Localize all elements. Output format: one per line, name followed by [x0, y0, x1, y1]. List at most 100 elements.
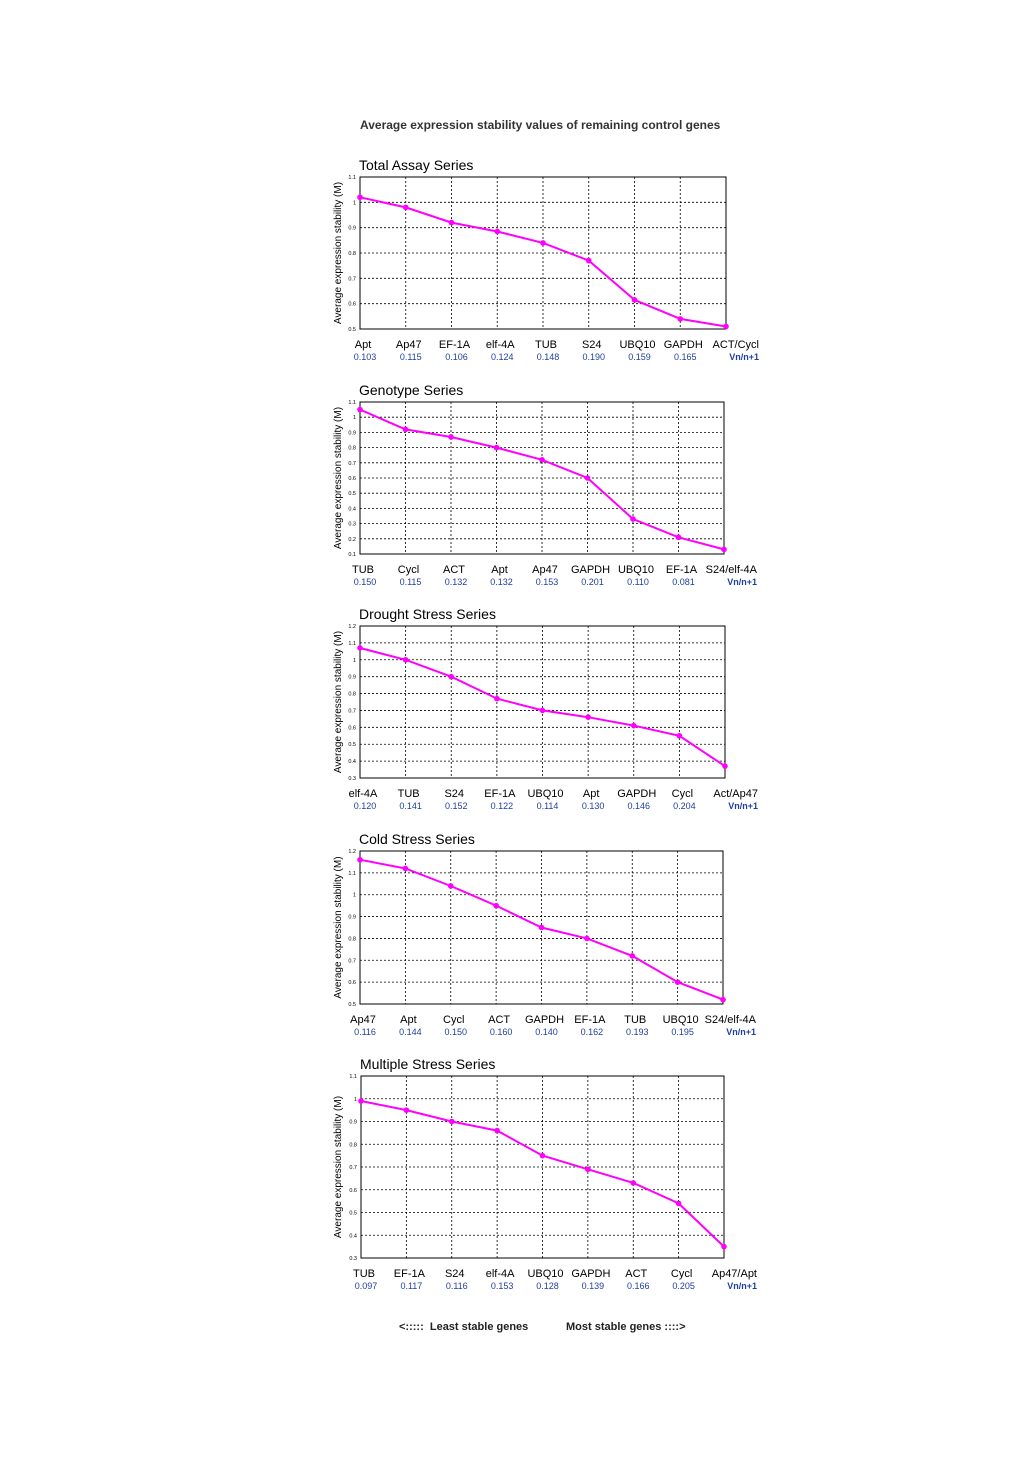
chart-3-vn-value: 0.141 — [399, 801, 422, 811]
chart-5-vn-value: 0.166 — [627, 1281, 650, 1291]
chart-5-data-point — [403, 1107, 410, 1113]
chart-4-x-tick-label: Apt — [400, 1014, 417, 1026]
chart-3-y-tick-label: 0.5 — [348, 742, 356, 748]
chart-4-data-point — [538, 924, 545, 931]
chart-1-data-point — [494, 228, 501, 235]
chart-1-y-tick-label: 0.8 — [348, 251, 356, 257]
chart-3-y-tick-label: 0.3 — [348, 776, 356, 782]
chart-2-data-point — [448, 434, 454, 440]
chart-5-x-tick-label: EF-1A — [394, 1268, 426, 1280]
chart-3-data-point — [402, 656, 409, 663]
chart-4-y-tick-label: 0.6 — [348, 980, 356, 986]
chart-5-y-tick-label: 1.1 — [349, 1074, 357, 1080]
chart-2-vn-value: 0.132 — [490, 577, 513, 587]
chart-4-x-tick-label: Cycl — [443, 1014, 464, 1026]
chart-4-x-tick-label: UBQ10 — [663, 1014, 699, 1026]
chart-1-x-tick-label: S24 — [582, 339, 602, 351]
chart-2-data-point — [721, 546, 727, 553]
chart-4-data-point — [629, 953, 636, 959]
chart-5-vn-value: 0.128 — [536, 1281, 559, 1291]
chart-1-data-point — [677, 316, 684, 322]
chart-3-y-tick-label: 0.6 — [348, 725, 356, 731]
chart-3-x-tick-label: GAPDH — [617, 788, 656, 800]
chart-4-plot-frame — [359, 850, 724, 1005]
chart-5-x-tick-label: S24 — [445, 1268, 465, 1280]
chart-4-x-tick-label: TUB — [624, 1014, 646, 1026]
chart-2-vn-value: 0.132 — [445, 577, 468, 587]
chart-1-data-point — [723, 323, 729, 330]
chart-3-title: Drought Stress Series — [359, 606, 496, 622]
chart-2-y-tick-label: 1.1 — [348, 400, 356, 406]
chart-1-vn-value: 0.103 — [354, 352, 377, 362]
chart-5-data-point — [675, 1200, 682, 1207]
chart-2-y-tick-label: 0.4 — [348, 506, 356, 512]
chart-3-vn-value: 0.146 — [627, 801, 650, 811]
chart-2-vn-value: 0.153 — [536, 577, 559, 587]
chart-3-vn-value: 0.130 — [582, 801, 605, 811]
chart-3-data-point — [722, 763, 728, 769]
chart-2-x-tick-label: Apt — [491, 564, 508, 576]
chart-5-data-point — [585, 1166, 591, 1173]
chart-3-data-point — [357, 645, 363, 651]
chart-3-x-tick-label: Apt — [583, 788, 600, 800]
chart-3-y-tick-label: 0.9 — [348, 675, 356, 681]
chart-2-y-tick-label: 0.9 — [348, 430, 356, 436]
chart-5-x-tick-label: UBQ10 — [527, 1268, 563, 1280]
chart-1-plot-frame — [359, 176, 727, 330]
chart-2-y-tick-label: 0.7 — [348, 461, 356, 467]
chart-5-x-tick-label: Cycl — [671, 1268, 692, 1280]
chart-1-vn-value: 0.115 — [400, 352, 422, 362]
chart-1-data-point — [585, 257, 592, 264]
chart-4-data-point — [720, 996, 726, 1003]
chart-1-x-tick-label: elf-4A — [486, 339, 515, 351]
chart-5-data-point — [358, 1098, 364, 1104]
chart-1-vn-value: 0.106 — [445, 352, 468, 362]
chart-2-y-tick-label: 0.3 — [348, 522, 356, 528]
chart-5-data-point — [448, 1118, 455, 1125]
chart-3-x-tick-label: EF-1A — [484, 788, 516, 800]
chart-3-vn-label: Vn/n+1 — [728, 801, 758, 811]
chart-3-y-axis-label: Average expression stability (M) — [333, 631, 344, 773]
chart-2-x-tick-label: ACT — [443, 564, 465, 576]
chart-1-y-tick-label: 0.6 — [348, 302, 356, 308]
chart-5-y-tick-label: 0.8 — [349, 1142, 357, 1148]
chart-1-y-tick-label: 0.9 — [348, 226, 356, 232]
chart-2-x-tick-label: S24/elf-4A — [706, 564, 758, 576]
chart-2-data-point — [357, 406, 363, 413]
chart-1-y-tick-label: 1.1 — [348, 175, 356, 181]
chart-3-data-point — [630, 722, 637, 729]
chart-1-y-tick-label: 0.5 — [348, 327, 356, 333]
chart-2-vn-value: 0.115 — [400, 577, 422, 587]
chart-3-y-tick-label: 0.4 — [348, 759, 356, 765]
chart-3-y-tick-label: 1.2 — [348, 624, 356, 630]
chart-5-y-tick-label: 0.6 — [349, 1188, 357, 1194]
chart-4-x-tick-label: ACT — [488, 1014, 510, 1026]
chart-2-vn-label: Vn/n+1 — [727, 577, 757, 587]
chart-2-x-tick-label: Ap47 — [532, 564, 558, 576]
chart-4-vn-value: 0.144 — [399, 1027, 422, 1037]
most-stable-label: Most stable genes ::::> — [566, 1321, 686, 1333]
chart-2-y-tick-label: 0.5 — [348, 491, 356, 497]
chart-2-plot-frame — [359, 401, 725, 555]
chart-2-vn-value: 0.110 — [627, 577, 649, 587]
chart-5-x-tick-label: ACT — [625, 1268, 647, 1280]
chart-1-x-tick-label: GAPDH — [664, 339, 703, 351]
chart-1-vn-label: Vn/n+1 — [729, 352, 759, 362]
chart-4-vn-value: 0.160 — [490, 1027, 513, 1037]
chart-3-plot-frame — [359, 625, 726, 779]
chart-5-x-tick-label: Ap47/Apt — [712, 1268, 757, 1280]
chart-5-y-tick-label: 0.3 — [349, 1256, 357, 1262]
chart-5-data-point — [721, 1243, 727, 1250]
chart-5-vn-value: 0.097 — [355, 1281, 378, 1291]
chart-3-x-tick-label: elf-4A — [349, 788, 378, 800]
chart-2-x-tick-label: UBQ10 — [618, 564, 654, 576]
chart-5-data-point — [494, 1127, 500, 1134]
chart-2-x-tick-label: Cycl — [398, 564, 419, 576]
least-stable-label: <::::: Least stable genes — [399, 1321, 529, 1333]
chart-4-y-tick-label: 0.8 — [348, 936, 356, 942]
chart-5-x-tick-label: GAPDH — [571, 1268, 610, 1280]
chart-4-data-point — [357, 856, 363, 863]
chart-4-y-tick-label: 0.5 — [348, 1002, 356, 1008]
chart-4-y-tick-label: 1.2 — [348, 849, 356, 855]
